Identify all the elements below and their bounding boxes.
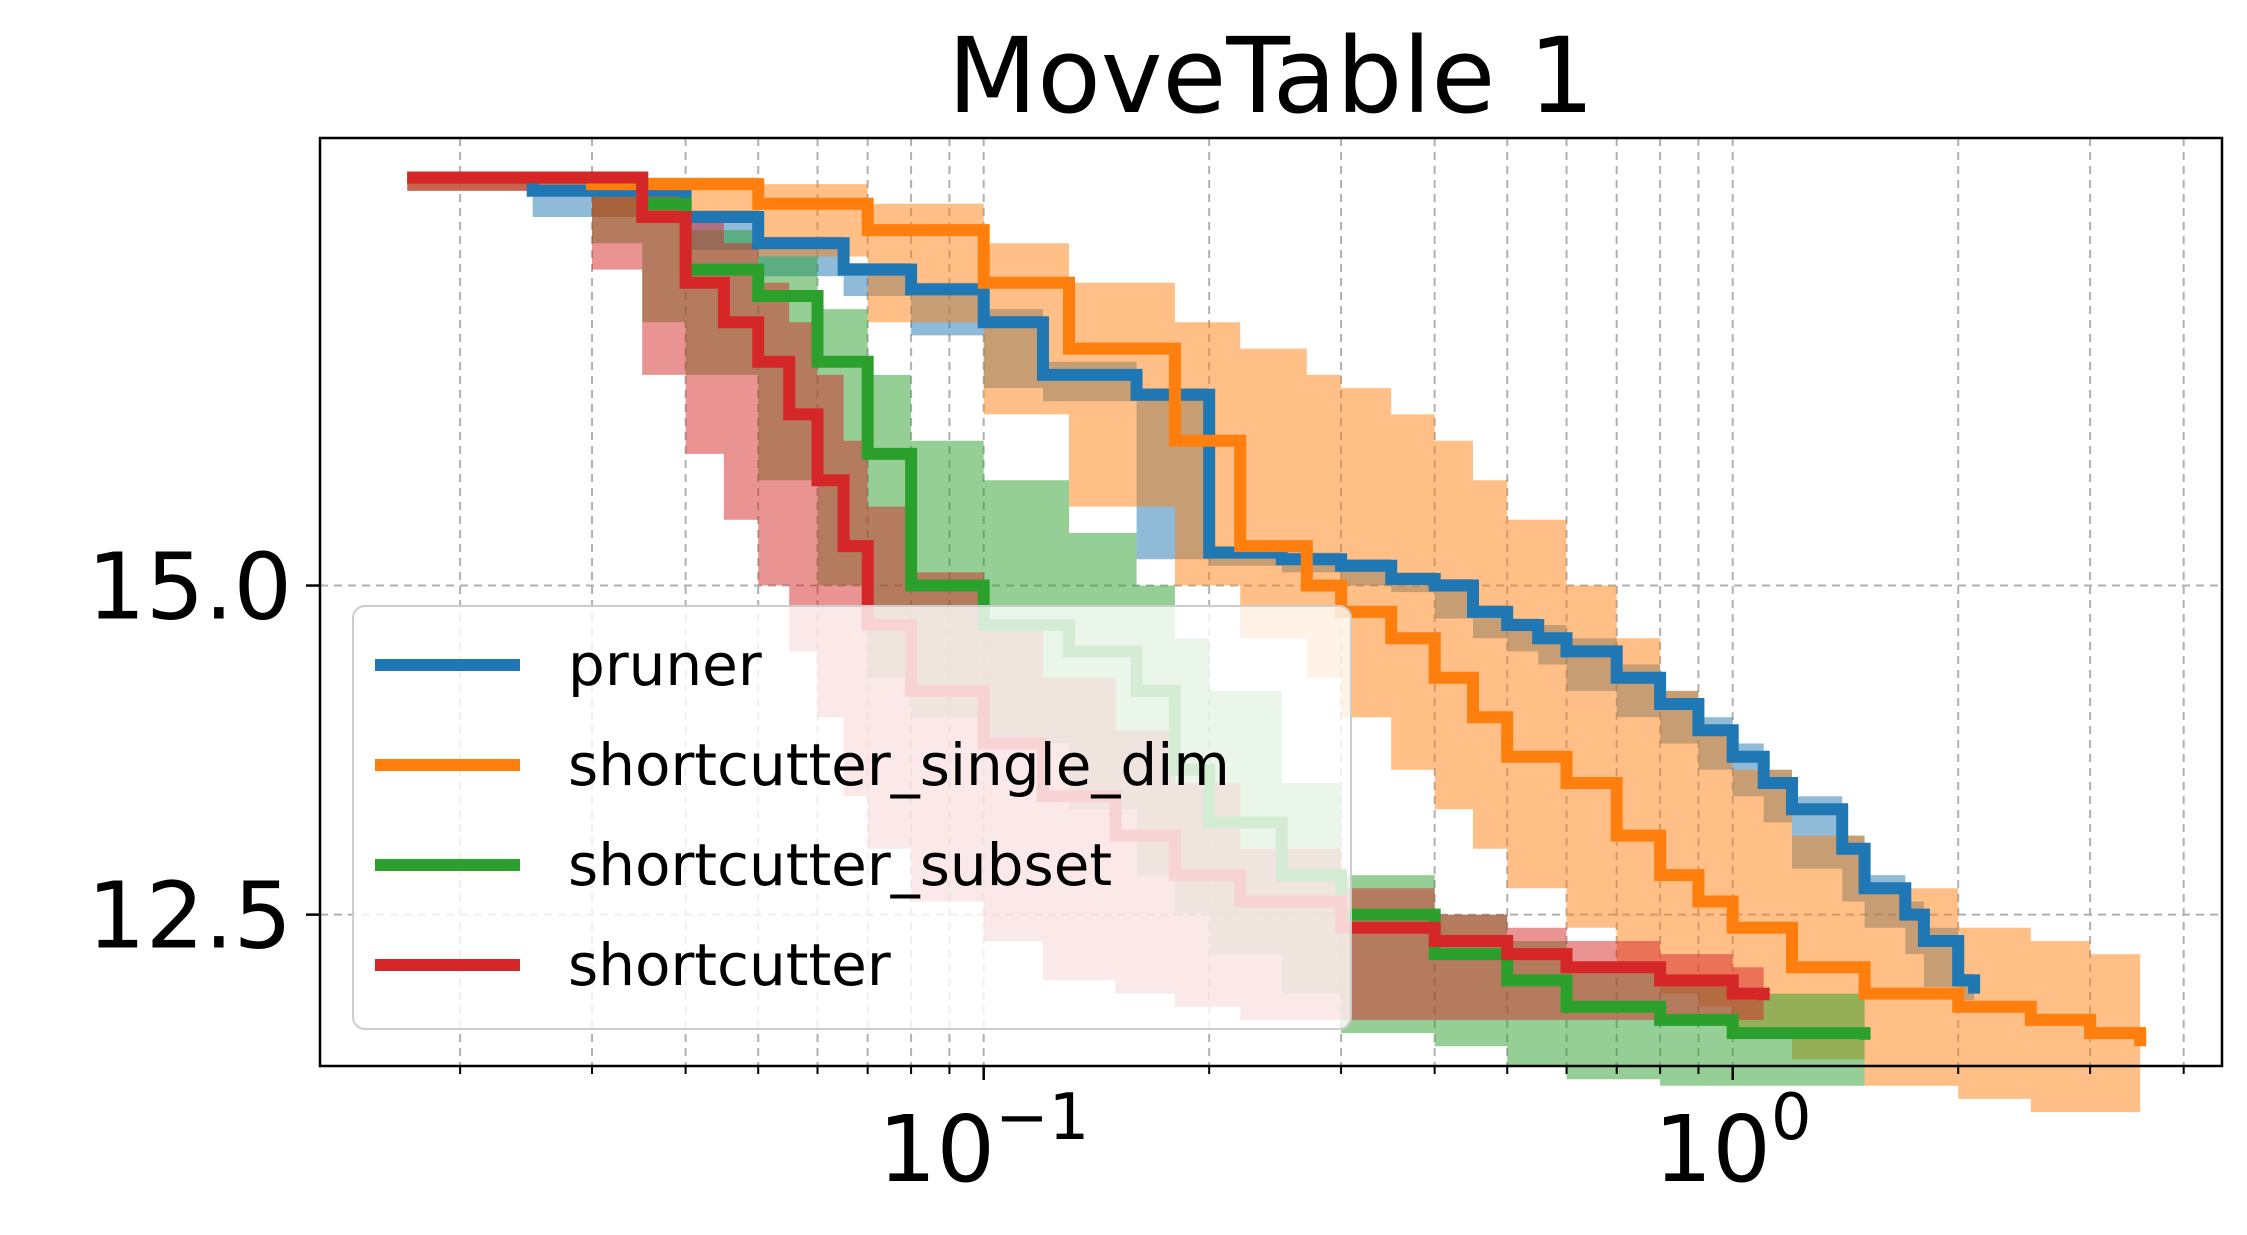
chart-title: MoveTable 1 [947,15,1594,137]
y-tick-label: 12.5 [87,863,292,970]
x-axis-ticks: 10−1 100 [459,1066,2185,1203]
legend-box [352,605,1352,1030]
legend-label-shortcutter: shortcutter [568,931,891,999]
band-shortcutter [407,177,1764,1020]
y-axis-ticks: 15.0 12.5 [87,534,320,970]
legend-label-pruner: pruner [568,631,762,699]
y-tick-label: 15.0 [87,534,292,641]
line-shortcutter_single_dim [407,171,2147,1047]
legend-label-shortcutter_subset: shortcutter_subset [568,831,1112,899]
band-shortcutter_single_dim [407,177,2141,1113]
x-tick-label: 10−1 [878,1081,1089,1203]
line-pruner [407,171,1981,994]
legend-label-shortcutter_single_dim: shortcutter_single_dim [568,731,1230,799]
x-tick-label: 100 [1654,1081,1812,1203]
plot-frame [318,136,2224,1068]
legend: pruner shortcutter_single_dim shortcutter_… [352,605,1352,1030]
